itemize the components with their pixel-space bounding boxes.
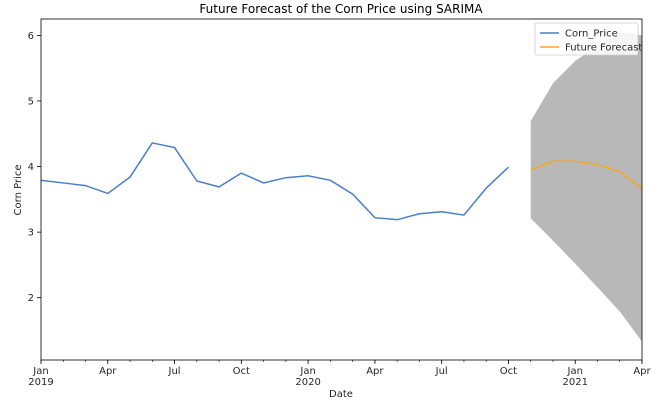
x-axis-label: Date xyxy=(329,389,353,400)
legend-label: Corn_Price xyxy=(565,29,618,40)
legend: Corn_Price Future Forecast xyxy=(534,22,642,56)
y-tick-label: 4 xyxy=(28,162,34,173)
series-line-corn-price xyxy=(40,142,509,221)
x-tick-label: Apr xyxy=(633,366,651,377)
x-tick-year-label: 2020 xyxy=(295,377,320,388)
chart-title: Future Forecast of the Corn Price using … xyxy=(199,2,483,16)
x-tick-label: Jan xyxy=(32,366,48,377)
y-tick-label: 6 xyxy=(28,31,34,42)
x-tick-label: Oct xyxy=(233,366,250,377)
x-tick-label: Jul xyxy=(168,366,181,377)
y-tick-label: 3 xyxy=(28,228,34,239)
confidence-band xyxy=(530,32,642,342)
x-tick-year-label: 2019 xyxy=(28,377,53,388)
series-line-future-forecast xyxy=(530,160,643,190)
x-tick-year-label: 2021 xyxy=(562,377,587,388)
y-tick-label: 5 xyxy=(28,96,34,107)
axes-frame xyxy=(40,18,643,361)
x-tick-label: Apr xyxy=(99,366,117,377)
x-tick-label: Oct xyxy=(500,366,517,377)
legend-box xyxy=(534,22,639,56)
y-tick-label: 2 xyxy=(28,293,34,304)
legend-label: Future Forecast xyxy=(565,43,642,54)
y-axis-label: Corn Price xyxy=(13,165,24,216)
x-tick-label: Jul xyxy=(435,366,448,377)
x-tick-label: Jan xyxy=(567,366,583,377)
x-tick-label: Jan xyxy=(299,366,315,377)
x-tick-label: Apr xyxy=(366,366,384,377)
